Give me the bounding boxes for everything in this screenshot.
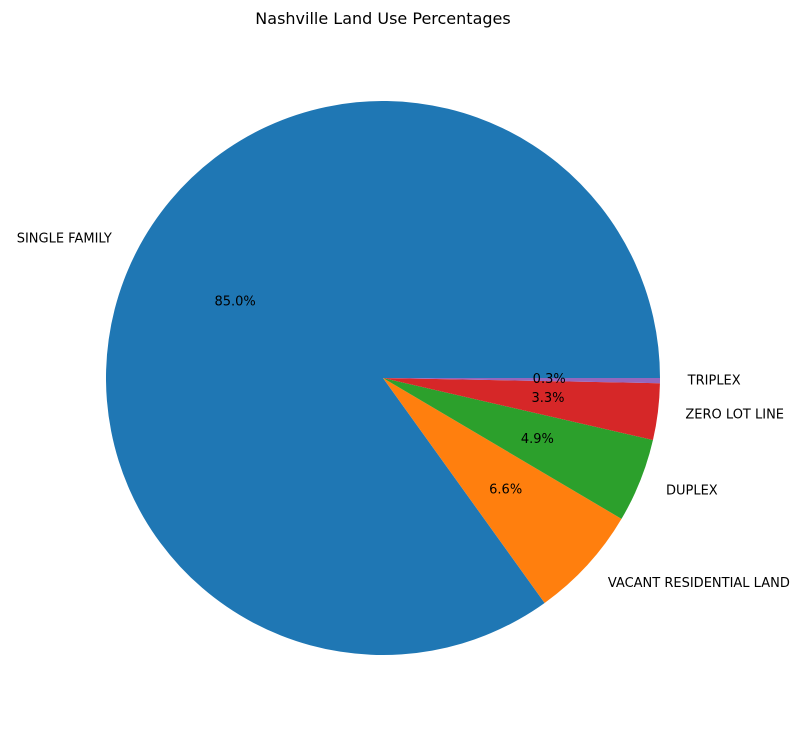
slice-label-duplex: DUPLEX	[666, 483, 718, 498]
pct-label-zero-lot-line: 3.3%	[531, 391, 564, 406]
slice-label-zero-lot-line: ZERO LOT LINE	[685, 408, 784, 423]
slice-label-single-family: SINGLE FAMILY	[17, 231, 112, 246]
chart-title: Nashville Land Use Percentages	[255, 9, 510, 28]
slice-label-vacant-residential-land: VACANT RESIDENTIAL LAND	[608, 576, 790, 591]
pie-slices	[105, 100, 660, 655]
pie-labels: SINGLE FAMILY 85.0% VACANT RESIDENTIAL LAN…	[17, 231, 790, 591]
pie-slice-vacant-residential-land	[383, 378, 622, 603]
slice-label-triplex: TRIPLEX	[687, 373, 741, 388]
pie-slice-single-family	[105, 100, 660, 655]
pct-label-duplex: 4.9%	[521, 432, 554, 447]
pct-label-vacant-residential-land: 6.6%	[489, 483, 522, 498]
pie-slice-triplex	[383, 378, 660, 384]
pie-slice-duplex	[383, 378, 653, 519]
pie-slice-zero-lot-line	[383, 378, 660, 441]
pct-label-triplex: 0.3%	[533, 372, 566, 387]
pct-label-single-family: 85.0%	[214, 295, 255, 310]
